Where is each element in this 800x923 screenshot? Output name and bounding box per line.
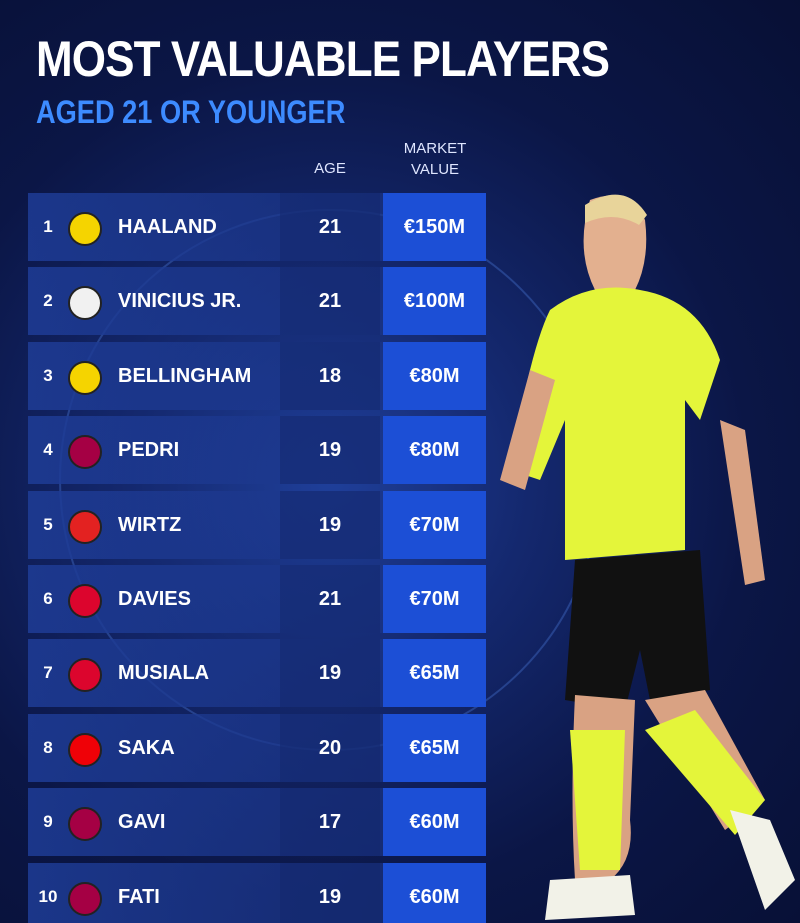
player-name: PEDRI: [118, 439, 180, 462]
club-logo: [68, 658, 102, 693]
age: 18: [280, 341, 380, 410]
club-logo: [68, 509, 102, 544]
market-value: €65M: [383, 713, 486, 782]
table-row: 3 BELLINGHAM 18 €80M: [28, 341, 486, 410]
market-value: €100M: [383, 267, 486, 336]
market-value: €70M: [383, 490, 486, 559]
player-name: BELLINGHAM: [118, 364, 252, 387]
market-value: €65M: [383, 639, 486, 708]
rank: 6: [43, 589, 53, 608]
player-name: MUSIALA: [118, 662, 210, 685]
age: 19: [280, 639, 380, 708]
rank: 5: [43, 514, 53, 534]
club-logo: [68, 360, 102, 395]
title: MOST VALUABLE PLAYERS: [36, 31, 610, 87]
table-row: 6 DAVIES 21 €70M: [28, 565, 486, 633]
age: 21: [280, 267, 380, 336]
market-value: €70M: [383, 565, 486, 633]
rank: 3: [43, 365, 53, 385]
table-row: 7 MUSIALA 19 €65M: [28, 639, 486, 708]
table-row: 10 FATI 19 €60M: [28, 862, 486, 923]
table-row: 2 VINICIUS JR. 21 €100M: [28, 267, 486, 336]
age: 19: [280, 490, 380, 559]
rank: 7: [43, 663, 53, 683]
market-value: €60M: [383, 788, 486, 857]
player-name: DAVIES: [118, 588, 191, 610]
player-name: FATI: [118, 885, 160, 908]
table-row: 9 GAVI 17 €60M: [28, 788, 486, 857]
club-logo: [68, 732, 102, 767]
column-header: MARKET VALUE: [403, 140, 467, 178]
rank: 10: [38, 886, 58, 906]
player-photo: [500, 194, 795, 920]
rank: 1: [43, 217, 53, 236]
rank: 8: [43, 737, 53, 757]
player-name: SAKA: [118, 736, 175, 759]
table-row: 4 PEDRI 19 €80M: [28, 416, 486, 485]
club-logo: [68, 881, 102, 916]
player-name: WIRTZ: [118, 513, 182, 536]
club-logo: [68, 212, 102, 246]
table-row: 5 WIRTZ 19 €70M: [28, 490, 486, 559]
table-row: 8 SAKA 20 €65M: [28, 713, 486, 782]
market-value: €60M: [383, 862, 486, 923]
age: 19: [280, 416, 380, 485]
rank: 9: [43, 812, 53, 832]
rank: 4: [43, 440, 53, 460]
table-row: 1 HAALAND 21 €150M: [28, 193, 486, 261]
player-name: GAVI: [118, 811, 166, 834]
rank: 2: [43, 291, 53, 311]
subtitle: AGED 21 OR YOUNGER: [36, 94, 346, 130]
market-value: €80M: [383, 416, 486, 485]
player-name: HAALAND: [118, 216, 217, 238]
player-name: VINICIUS JR.: [118, 290, 242, 313]
age: 21: [280, 565, 380, 633]
age: 21: [280, 193, 380, 261]
column-header: AGE: [314, 160, 346, 177]
club-logo: [68, 435, 102, 470]
market-value: €150M: [383, 193, 486, 261]
club-logo: [68, 286, 102, 321]
age: 20: [280, 713, 380, 782]
age: 19: [280, 862, 380, 923]
club-logo: [68, 807, 102, 842]
age: 17: [280, 788, 380, 857]
market-value: €80M: [383, 341, 486, 410]
club-logo: [68, 584, 102, 618]
